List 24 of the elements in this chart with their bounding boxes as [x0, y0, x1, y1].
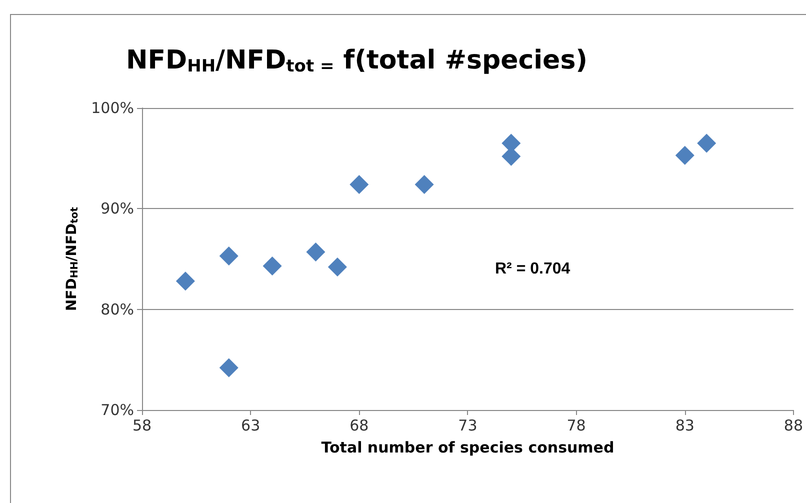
y-tick-label: 100%	[91, 99, 134, 117]
point	[219, 246, 238, 266]
x-tick-label: 78	[566, 416, 586, 434]
point	[350, 175, 369, 194]
x-tick-label: 63	[241, 416, 260, 434]
annotation: R² = 0.704	[495, 260, 570, 278]
point	[262, 256, 282, 276]
point	[328, 258, 347, 277]
point	[306, 242, 326, 262]
x-tick-label: 58	[132, 416, 152, 434]
x-axis-title: Total number of species consumed	[321, 438, 614, 456]
point	[414, 175, 434, 194]
y-tick-label: 90%	[100, 200, 134, 218]
y-tick-label: 70%	[100, 401, 134, 419]
point	[176, 272, 195, 291]
point	[675, 146, 694, 165]
x-tick-label: 83	[675, 416, 694, 434]
x-tick-label: 73	[458, 416, 478, 434]
x-tick-label: 88	[784, 416, 804, 434]
point	[697, 134, 716, 153]
x-tick-label: 68	[350, 416, 369, 434]
y-axis-title: NFDHH/NFDtot	[64, 206, 81, 312]
point	[219, 358, 238, 378]
y-tick-label: 80%	[100, 300, 134, 318]
